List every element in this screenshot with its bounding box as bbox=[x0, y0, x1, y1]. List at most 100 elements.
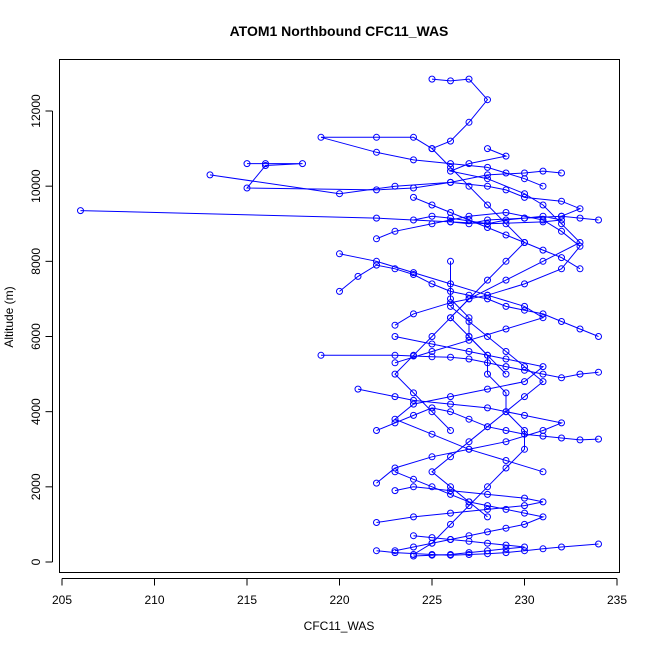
series-line-17 bbox=[394, 336, 545, 473]
data-point bbox=[576, 242, 584, 250]
data-point bbox=[539, 310, 547, 318]
data-point bbox=[428, 340, 436, 348]
data-point bbox=[558, 212, 565, 220]
x-tick-label: 210 bbox=[144, 593, 164, 607]
data-point bbox=[558, 543, 565, 551]
series-line-12 bbox=[376, 211, 581, 326]
data-point bbox=[539, 246, 547, 254]
data-point bbox=[576, 265, 584, 273]
data-point bbox=[428, 430, 436, 438]
data-point bbox=[410, 532, 417, 540]
data-point bbox=[502, 302, 510, 310]
data-point bbox=[206, 171, 214, 179]
data-point bbox=[484, 182, 491, 190]
data-point bbox=[502, 438, 510, 446]
data-point bbox=[391, 549, 399, 557]
data-point bbox=[502, 505, 510, 513]
data-point bbox=[410, 411, 417, 419]
data-point bbox=[521, 509, 528, 517]
data-point bbox=[391, 351, 399, 359]
data-point bbox=[428, 453, 436, 461]
data-point bbox=[447, 160, 454, 168]
data-point bbox=[484, 423, 491, 431]
data-point bbox=[502, 169, 510, 177]
data-point bbox=[502, 427, 510, 434]
data-point bbox=[502, 541, 510, 549]
data-point bbox=[447, 427, 454, 434]
data-point bbox=[428, 551, 436, 559]
data-point bbox=[428, 220, 436, 228]
data-point bbox=[373, 261, 380, 269]
data-point bbox=[539, 363, 547, 371]
data-point bbox=[428, 145, 436, 153]
data-point bbox=[484, 220, 491, 228]
data-point bbox=[447, 280, 454, 288]
data-point bbox=[373, 427, 380, 434]
data-point bbox=[262, 160, 269, 168]
data-point bbox=[391, 468, 399, 476]
data-point bbox=[539, 167, 547, 175]
data-point bbox=[484, 291, 491, 299]
data-point bbox=[391, 419, 399, 427]
data-point bbox=[465, 295, 473, 303]
data-point bbox=[373, 186, 380, 194]
data-point bbox=[539, 257, 547, 265]
data-point bbox=[484, 163, 491, 171]
data-point bbox=[521, 543, 528, 551]
y-tick-label: 12000 bbox=[29, 94, 43, 128]
series-line-13 bbox=[357, 388, 564, 484]
data-point bbox=[428, 201, 436, 209]
data-point bbox=[484, 513, 491, 521]
data-point bbox=[447, 314, 454, 322]
data-point bbox=[539, 378, 547, 386]
y-tick-label: 8000 bbox=[29, 248, 43, 275]
data-point bbox=[502, 209, 510, 216]
data-point bbox=[484, 351, 491, 359]
data-point bbox=[447, 400, 454, 408]
data-point bbox=[317, 351, 325, 359]
data-point bbox=[447, 218, 454, 226]
data-point bbox=[410, 483, 417, 491]
series-line-5 bbox=[339, 264, 599, 337]
data-point bbox=[521, 502, 528, 510]
data-point bbox=[373, 519, 380, 526]
data-point bbox=[428, 348, 436, 355]
data-point bbox=[428, 333, 436, 340]
series-line-19 bbox=[413, 535, 525, 557]
data-point bbox=[447, 536, 454, 543]
y-tick-label: 10000 bbox=[29, 169, 43, 203]
data-point bbox=[558, 220, 565, 228]
data-point bbox=[336, 287, 343, 295]
data-point bbox=[243, 160, 251, 168]
data-point bbox=[262, 162, 269, 169]
x-tick-label: 215 bbox=[237, 593, 257, 607]
data-point bbox=[373, 257, 380, 265]
data-point bbox=[502, 549, 510, 557]
data-point bbox=[410, 133, 417, 141]
data-point bbox=[373, 133, 380, 141]
data-point bbox=[447, 393, 454, 401]
data-point bbox=[595, 333, 602, 340]
data-point bbox=[484, 528, 491, 536]
data-point bbox=[521, 366, 528, 374]
chart-title: ATOM1 Northbound CFC11_WAS bbox=[230, 23, 449, 39]
data-point bbox=[502, 457, 510, 464]
data-point bbox=[502, 152, 510, 160]
data-point bbox=[465, 549, 473, 557]
y-axis-label: Altitude (m) bbox=[2, 286, 16, 347]
data-point bbox=[465, 182, 473, 190]
plot-frame bbox=[59, 59, 620, 573]
data-point bbox=[447, 302, 454, 310]
data-point bbox=[465, 333, 473, 340]
data-point bbox=[558, 169, 565, 177]
data-point bbox=[502, 348, 510, 355]
data-point bbox=[447, 353, 454, 361]
data-point bbox=[558, 265, 565, 273]
data-point bbox=[410, 400, 417, 408]
data-point bbox=[502, 186, 510, 194]
data-point bbox=[410, 271, 417, 278]
data-point bbox=[447, 453, 454, 461]
data-point bbox=[410, 389, 417, 397]
data-point bbox=[502, 363, 510, 371]
data-point bbox=[391, 393, 399, 401]
